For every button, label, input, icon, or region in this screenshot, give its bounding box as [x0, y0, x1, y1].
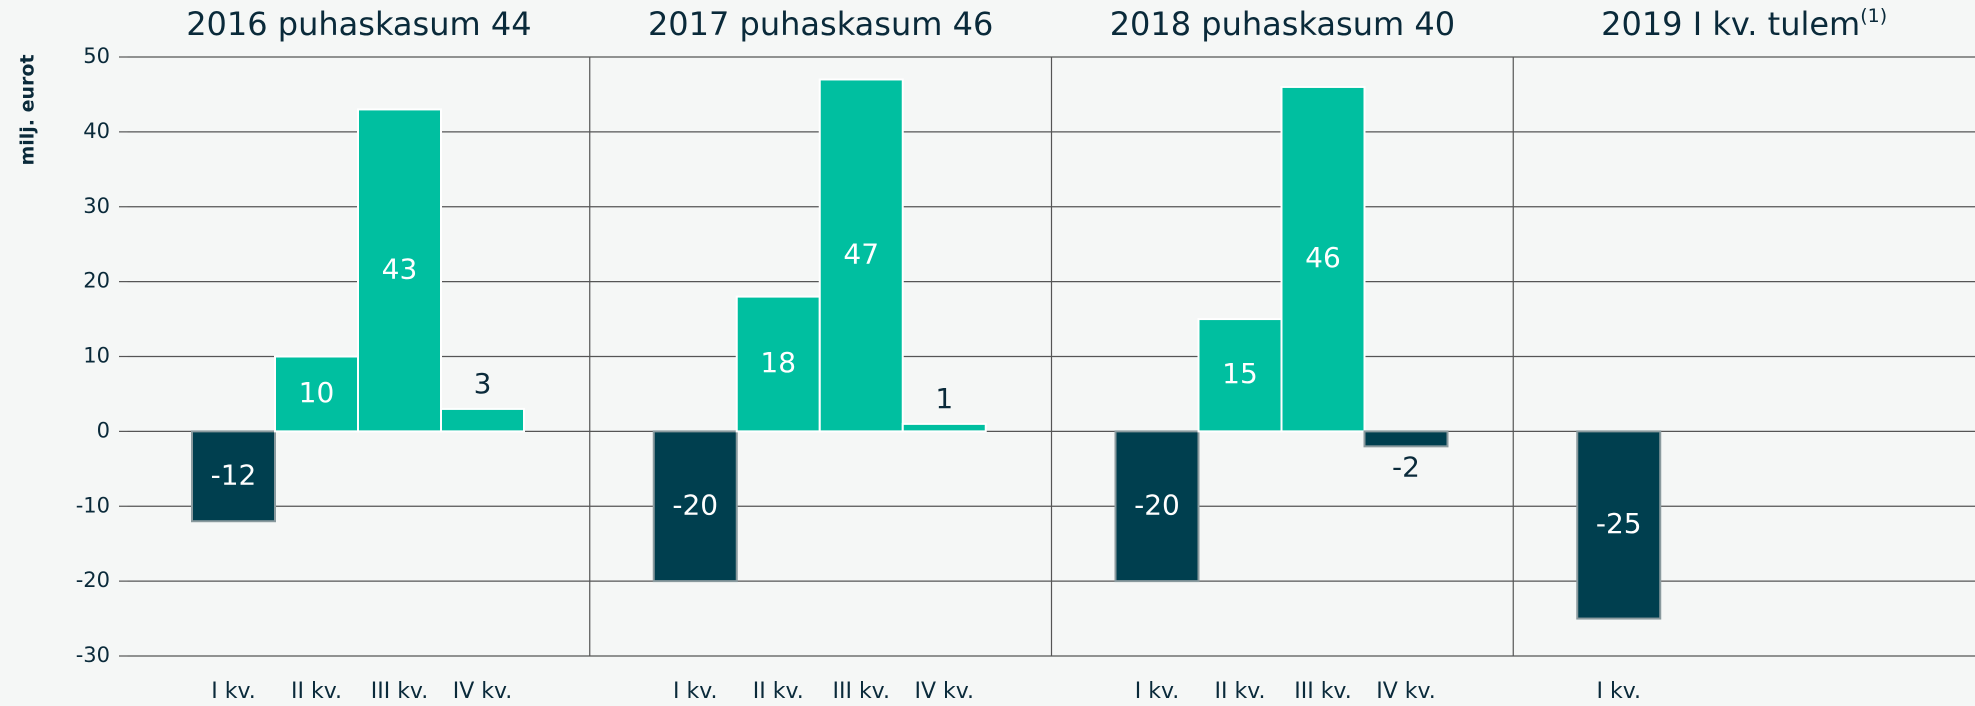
y-tick-label: -30: [76, 643, 110, 667]
bar: [1363, 430, 1449, 448]
value-label: 46: [1305, 241, 1341, 274]
bar: [1280, 85, 1366, 433]
x-tick-label: IV kv.: [914, 679, 974, 704]
value-label: -12: [211, 458, 257, 491]
value-label: 15: [1222, 357, 1258, 390]
value-label: 3: [474, 367, 492, 400]
bar: [1114, 430, 1200, 583]
panel-title-text: 2019 I kv. tulem: [1601, 5, 1860, 43]
x-tick-label: IV kv.: [1376, 679, 1436, 704]
panel-title-text: 2016 puhaskasum 44: [186, 5, 531, 43]
panel-title: 2019 I kv. tulem(1): [1601, 5, 1887, 44]
y-tick-label: 0: [97, 418, 110, 442]
y-tick-label: 30: [83, 194, 110, 218]
x-tick-label: I kv.: [211, 679, 256, 704]
x-tick-label: III kv.: [1294, 679, 1352, 704]
value-label: 47: [843, 237, 879, 270]
value-label: -20: [672, 488, 718, 521]
x-tick-label: II kv.: [1214, 679, 1265, 704]
y-tick-label: 10: [83, 344, 110, 368]
value-label: -2: [1392, 450, 1420, 483]
x-tick-label: III kv.: [832, 679, 890, 704]
y-tick-label: 20: [83, 269, 110, 293]
x-tick-label: III kv.: [371, 679, 429, 704]
y-tick-label: -20: [76, 568, 110, 592]
panel-title: 2018 puhaskasum 40: [1110, 5, 1455, 43]
x-tick-label: II kv.: [291, 679, 342, 704]
bar: [191, 430, 276, 523]
y-tick-label: -10: [76, 493, 110, 517]
bar: [357, 108, 442, 433]
x-tick-label: IV kv.: [453, 679, 513, 704]
panel-title-text: 2017 puhaskasum 46: [648, 5, 993, 43]
panel-title: 2017 puhaskasum 46: [648, 5, 993, 43]
panel-title-text: 2018 puhaskasum 40: [1110, 5, 1455, 43]
y-tick-label: 50: [83, 44, 110, 68]
bar: [440, 407, 525, 433]
x-tick-label: I kv.: [673, 679, 718, 704]
value-label: -25: [1596, 507, 1642, 540]
bar: [1576, 430, 1662, 620]
panel-title: 2016 puhaskasum 44: [186, 5, 531, 43]
value-label: 43: [382, 252, 418, 285]
x-tick-label: I kv.: [1135, 679, 1180, 704]
x-tick-label: I kv.: [1596, 679, 1641, 704]
bar: [652, 430, 738, 583]
value-label: -20: [1134, 488, 1180, 521]
y-tick-label: 40: [83, 119, 110, 143]
value-label: 1: [935, 382, 953, 415]
bar: [1197, 318, 1283, 433]
bar: [735, 295, 821, 433]
bar: [901, 422, 987, 433]
bar: [818, 78, 904, 433]
value-label: 10: [299, 376, 335, 409]
x-tick-label: II kv.: [753, 679, 804, 704]
panel-title-superscript: (1): [1860, 5, 1887, 27]
value-label: 18: [760, 346, 796, 379]
y-axis-label: milj. eurot: [17, 54, 39, 165]
